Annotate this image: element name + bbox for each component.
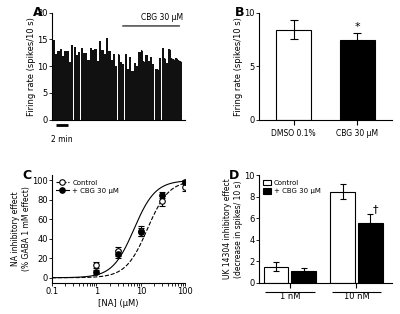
X-axis label: [NA] (μM): [NA] (μM): [98, 299, 139, 307]
Bar: [148, 61, 150, 120]
Bar: [111, 61, 113, 120]
Bar: [118, 54, 120, 120]
Bar: [143, 62, 145, 120]
Bar: [80, 48, 83, 120]
Bar: [168, 50, 171, 120]
Y-axis label: Firing rate (spikes/10 s): Firing rate (spikes/10 s): [234, 17, 243, 116]
Bar: [176, 58, 178, 120]
Bar: [57, 51, 60, 120]
Bar: [173, 59, 175, 120]
Bar: [124, 54, 127, 120]
Bar: [60, 49, 62, 120]
Text: †: †: [373, 204, 378, 214]
Bar: [115, 66, 118, 120]
Bar: [291, 271, 316, 283]
Text: C: C: [23, 169, 32, 182]
Bar: [90, 48, 92, 120]
Text: D: D: [229, 169, 240, 182]
Bar: [106, 38, 108, 120]
Bar: [76, 55, 78, 120]
Bar: [71, 45, 74, 120]
Bar: [85, 53, 87, 120]
Text: A: A: [33, 6, 43, 19]
Legend: Control, + CBG 30 μM: Control, + CBG 30 μM: [262, 179, 322, 195]
Y-axis label: Firing rate (spikes/10 s): Firing rate (spikes/10 s): [27, 17, 36, 116]
Bar: [55, 54, 57, 120]
Bar: [152, 64, 154, 120]
Bar: [108, 51, 110, 120]
Bar: [104, 54, 106, 120]
Bar: [88, 61, 90, 120]
Bar: [132, 71, 134, 120]
Bar: [166, 62, 168, 120]
Bar: [62, 56, 64, 120]
Bar: [97, 61, 99, 120]
Bar: [162, 48, 164, 120]
Bar: [264, 267, 288, 283]
Bar: [276, 30, 311, 120]
Text: B: B: [235, 6, 244, 19]
Bar: [53, 40, 55, 120]
Legend: Control, + CBG 30 μM: Control, + CBG 30 μM: [56, 179, 120, 194]
Bar: [134, 63, 136, 120]
Bar: [136, 66, 138, 120]
Bar: [145, 55, 148, 120]
Bar: [101, 50, 104, 120]
Bar: [78, 52, 80, 120]
Text: CBG 30 μM: CBG 30 μM: [141, 13, 184, 22]
Bar: [129, 57, 131, 120]
Bar: [164, 58, 166, 120]
Bar: [180, 61, 182, 120]
Bar: [330, 192, 355, 283]
Bar: [92, 50, 94, 120]
Bar: [150, 57, 152, 120]
Bar: [99, 41, 101, 120]
Bar: [122, 64, 124, 120]
Bar: [67, 51, 69, 120]
Bar: [155, 69, 157, 120]
Bar: [157, 69, 159, 120]
Bar: [141, 50, 143, 120]
Bar: [94, 49, 97, 120]
Bar: [69, 62, 71, 120]
Bar: [83, 53, 85, 120]
Text: *: *: [354, 22, 360, 32]
Bar: [64, 51, 66, 120]
Bar: [340, 41, 374, 120]
Y-axis label: NA inhibitory effect
(% GABA 1 mM effect): NA inhibitory effect (% GABA 1 mM effect…: [11, 187, 31, 272]
Bar: [171, 58, 173, 120]
Text: 2 min: 2 min: [51, 135, 73, 144]
Bar: [120, 62, 122, 120]
Bar: [358, 223, 383, 283]
Bar: [113, 54, 115, 120]
Bar: [159, 58, 162, 120]
Bar: [138, 52, 140, 120]
Y-axis label: UK 14304 inhibitory effect
(decrease in spikes/ 10 s): UK 14304 inhibitory effect (decrease in …: [223, 179, 243, 279]
Bar: [127, 68, 129, 120]
Bar: [74, 47, 76, 120]
Bar: [178, 60, 180, 120]
